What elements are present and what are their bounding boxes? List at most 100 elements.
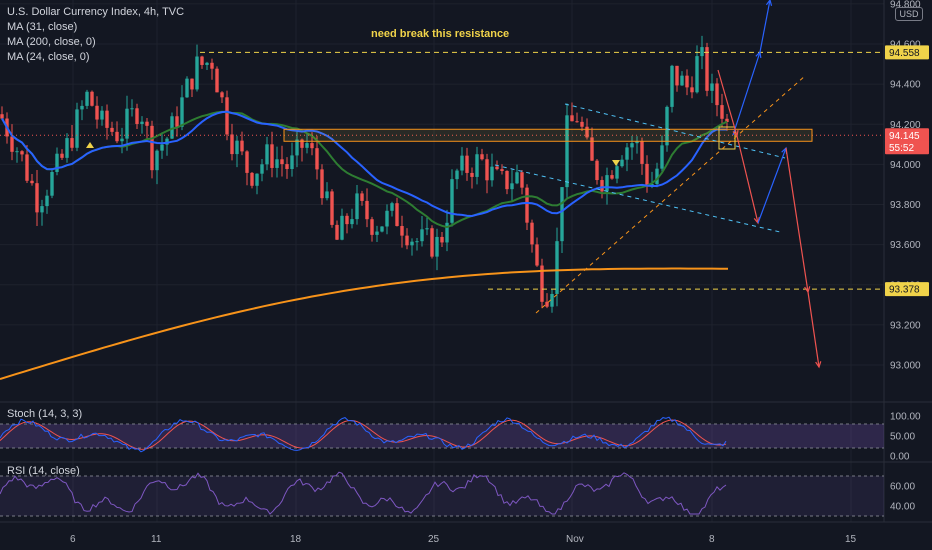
candle-body (20, 151, 24, 155)
price-tick-label: 94.400 (890, 80, 921, 91)
candle-body (410, 241, 414, 246)
candle-body (420, 229, 424, 242)
time-tick-label: 18 (290, 534, 302, 545)
price-tick-label: 94.800 (890, 0, 921, 10)
candle-body (190, 78, 194, 90)
candle-body (115, 131, 119, 142)
candle-body (455, 170, 459, 180)
candle-body (595, 160, 599, 181)
candle-body (450, 179, 454, 223)
candle-body (300, 139, 304, 148)
arrow-target-red (807, 291, 820, 368)
candle-body (90, 91, 94, 106)
candle-body (70, 138, 74, 148)
candle-body (175, 116, 179, 127)
candle-body (680, 75, 684, 86)
countdown-badge-bg (885, 140, 929, 155)
candle-body (60, 153, 64, 158)
candle-body (165, 138, 169, 145)
candle-body (435, 236, 439, 257)
price-tick-label: 93.800 (890, 200, 921, 211)
candle-body (130, 108, 134, 110)
candle-body (25, 154, 29, 181)
candle-body (645, 163, 649, 187)
rsi-line (0, 471, 727, 515)
candle-body (270, 144, 274, 168)
stoch-tick-label: 100.00 (890, 412, 921, 423)
rsi-tick-label: 40.00 (890, 502, 915, 513)
currency-badge[interactable]: USD (895, 7, 923, 21)
candle-body (660, 145, 664, 169)
signal-marker-down (612, 160, 620, 166)
candle-body (65, 138, 69, 158)
candle-body (30, 180, 34, 184)
candle-body (325, 191, 329, 199)
candle-body (395, 203, 399, 227)
candle-body (35, 183, 39, 213)
candle-body (250, 172, 254, 186)
candle-body (200, 56, 204, 65)
candle-body (145, 121, 149, 126)
price-tick-label: 94.000 (890, 160, 921, 171)
legend-ma24: MA (24, close, 0) (7, 51, 90, 63)
candle-body (710, 83, 714, 91)
candle-body (55, 153, 59, 172)
candle-body (515, 172, 519, 184)
ma24-line (1, 110, 728, 229)
stoch-tick-label: 50.00 (890, 432, 915, 443)
candle-body (600, 180, 604, 192)
trendline-rising (535, 75, 806, 314)
arrow-drop-red (785, 147, 809, 293)
candle-body (705, 47, 709, 91)
candle-body (700, 47, 704, 57)
candle-body (695, 56, 699, 93)
candle-body (105, 110, 109, 128)
chart-legend: U.S. Dollar Currency Index, 4h, TVC MA (… (7, 5, 184, 65)
candle-body (230, 134, 234, 155)
candle-body (490, 166, 494, 181)
candle-body (290, 155, 294, 169)
candle-body (605, 175, 609, 192)
candle-body (215, 68, 219, 93)
arrow-down-red (736, 135, 759, 224)
time-tick-label: 8 (709, 534, 715, 545)
candle-body (95, 105, 99, 120)
resistance-zone (283, 128, 813, 142)
candle-body (280, 159, 284, 165)
candle-body (665, 106, 669, 146)
candle-body (120, 138, 124, 142)
candle-body (100, 110, 104, 120)
candle-body (150, 125, 154, 171)
candle-body (225, 97, 229, 135)
candle-body (135, 108, 139, 124)
candle-body (470, 172, 474, 177)
candle-body (295, 139, 299, 156)
candle-body (725, 118, 729, 123)
candle-body (670, 65, 674, 107)
arrow-pullback-red (717, 69, 738, 137)
candle-body (625, 147, 629, 160)
candle-body (405, 235, 409, 246)
candle-body (685, 75, 689, 88)
candle-body (535, 244, 539, 266)
candle-body (50, 171, 54, 196)
channel-upper (564, 103, 786, 159)
candle-body (195, 56, 199, 90)
candle-body (580, 121, 584, 127)
last-price-badge: 94.145 (889, 131, 920, 142)
time-tick-label: Nov (566, 534, 584, 545)
channel-lower (494, 164, 781, 233)
arrow-target-red-head (815, 361, 822, 369)
candle-body (305, 143, 309, 148)
countdown-badge: 55:52 (889, 143, 914, 154)
candle-body (565, 115, 569, 188)
candle-body (460, 155, 464, 171)
candle-body (80, 105, 84, 110)
candle-body (245, 151, 249, 173)
resistance-annotation: need break this resistance (371, 28, 510, 40)
stoch-d-line (0, 419, 727, 450)
candle-body (575, 121, 579, 123)
candle-body (440, 236, 444, 243)
candle-body (315, 148, 319, 170)
